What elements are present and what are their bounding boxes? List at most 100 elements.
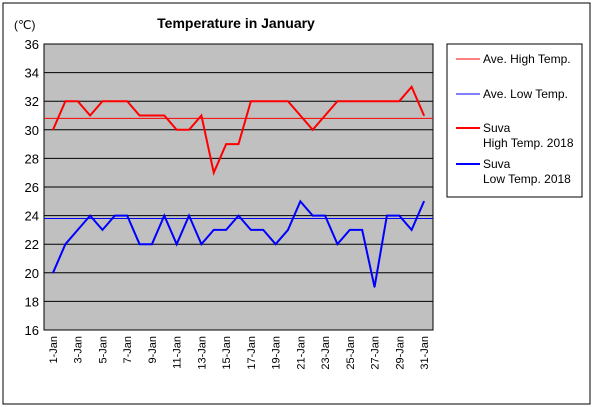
x-axis-tick-labels: 1-Jan 3-Jan 5-Jan 7-Jan 9-Jan 11-Jan 13-Jan 15-… [48,336,431,370]
y-tick-label: 30 [25,123,39,138]
y-tick-label: 18 [25,294,39,309]
data-point [312,129,314,131]
data-point [188,215,190,217]
data-point [77,229,79,231]
x-tick-label: 25-Jan [345,336,357,370]
x-tick-label: 19-Jan [271,336,283,370]
data-point [52,272,54,274]
y-tick-label: 16 [25,323,39,338]
x-tick-label: 31-Jan [419,336,431,370]
data-point [312,215,314,217]
y-tick-label: 34 [25,66,39,81]
legend-label: Low Temp. 2018 [483,172,571,186]
data-point [200,114,202,117]
data-point [188,129,190,131]
data-point [250,229,252,231]
y-tick-label: 24 [25,209,39,224]
x-tick-label: 3-Jan [73,336,85,364]
x-tick-label: 21-Jan [295,336,307,370]
x-tick-label: 23-Jan [320,336,332,370]
legend-label: High Temp. 2018 [483,136,574,150]
x-tick-label: 29-Jan [394,336,406,370]
data-point [64,243,66,245]
x-tick-label: 7-Jan [122,336,134,364]
data-point [138,243,141,245]
data-point [138,114,141,117]
data-point [411,229,413,231]
reference-lines [44,117,433,219]
data-point [225,143,227,145]
data-point [52,129,54,131]
y-tick-label: 36 [25,37,39,52]
data-point [373,100,376,102]
data-point [349,229,351,231]
data-point [213,172,215,174]
data-point [176,129,178,131]
data-point [398,100,400,102]
data-point [299,114,301,117]
data-series [52,85,425,288]
data-point [163,215,165,217]
data-point [237,215,240,217]
y-tick-label: 20 [25,266,39,281]
data-point [324,215,326,217]
data-point [101,100,104,102]
x-tick-label: 13-Jan [196,336,208,370]
x-tick-label: 17-Jan [246,336,258,370]
data-point [89,215,91,217]
data-point [225,229,227,231]
data-point [349,100,351,102]
legend-label: Suva [483,121,511,135]
y-axis-unit: (℃) [14,18,35,32]
data-point [423,114,425,117]
data-point [275,243,277,245]
legend-label: Ave. Low Temp. [483,87,568,101]
data-point [114,215,116,217]
data-point [151,114,153,117]
data-point [77,100,79,102]
data-point [287,229,289,231]
x-tick-label: 9-Jan [147,336,159,364]
data-point [250,100,252,102]
data-point [386,100,388,102]
data-point [386,215,388,217]
y-tick-label: 28 [25,151,39,166]
data-point [262,100,264,102]
data-point [64,100,66,102]
data-point [423,200,425,202]
x-tick-label: 5-Jan [97,336,109,364]
data-point [299,200,301,202]
x-tick-label: 15-Jan [221,336,233,370]
data-point [324,114,326,117]
data-point [114,100,116,102]
legend-label: Suva [483,157,511,171]
data-point [398,215,400,217]
data-point [336,243,339,245]
data-point [213,229,215,231]
data-point [361,100,363,102]
data-point [237,143,240,145]
data-point [101,229,104,231]
data-point [361,229,363,231]
data-point [89,114,91,117]
y-tick-label: 32 [25,94,39,109]
y-axis-tick-labels: 16 18 20 22 24 26 28 30 32 34 36 [25,37,39,338]
data-point [262,229,264,231]
data-point [151,243,153,245]
data-point [411,86,413,88]
data-point [126,215,128,217]
y-tick-label: 26 [25,180,39,195]
data-point [336,100,339,102]
data-point [373,286,376,288]
x-tick-label: 27-Jan [370,336,382,370]
data-point [287,100,289,102]
chart-title: Temperature in January [157,15,315,31]
y-tick-label: 22 [25,237,39,252]
data-point [126,100,128,102]
data-point [163,114,165,117]
data-point [275,100,277,102]
data-point [200,243,202,245]
data-point [176,243,178,245]
